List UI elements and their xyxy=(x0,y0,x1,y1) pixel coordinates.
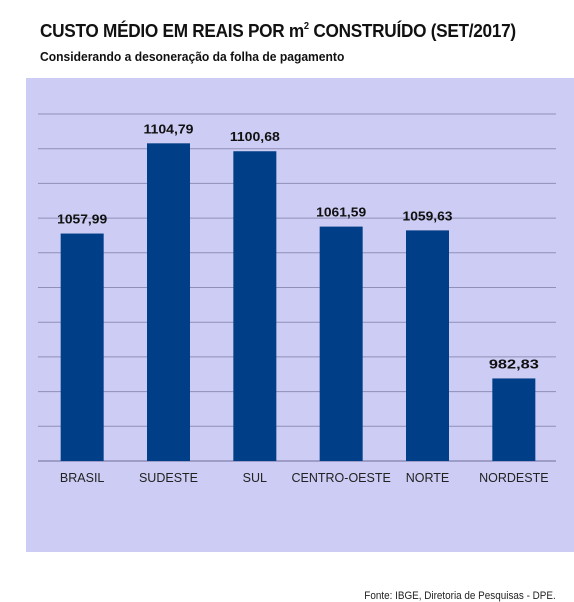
category-labels: BRASIL SUDESTE SUL CENTRO-OESTE NORTE NORDEST… xyxy=(60,471,549,485)
bar-brasil xyxy=(60,233,104,461)
title-superscript: 2 xyxy=(303,21,309,32)
value-label-sudeste: 1104,79 xyxy=(144,121,194,136)
category-label-centro-oeste: CENTRO-OESTE xyxy=(292,471,391,485)
source-note: Fonte: IBGE, Diretoria de Pesquisas - DP… xyxy=(364,590,556,602)
category-label-brasil: BRASIL xyxy=(60,471,105,485)
gridlines xyxy=(38,113,556,462)
bars xyxy=(60,143,536,461)
bar-sul xyxy=(233,151,277,461)
title-suffix: CONSTRUÍDO (SET/2017) xyxy=(308,20,516,41)
category-label-sudeste: SUDESTE xyxy=(139,471,198,485)
bar-sudeste xyxy=(147,143,190,461)
chart-title: CUSTO MÉDIO EM REAIS POR m2 CONSTRUÍDO (… xyxy=(40,20,516,42)
value-label-centro-oeste: 1061,59 xyxy=(316,205,366,220)
value-label-norte: 1059,63 xyxy=(403,208,453,223)
title-main: CUSTO MÉDIO EM REAIS POR m xyxy=(40,20,304,41)
bar-nordeste xyxy=(492,378,536,461)
value-label-nordeste: 982,83 xyxy=(489,356,539,371)
value-label-brasil: 1057,99 xyxy=(57,212,107,227)
category-label-sul: SUL xyxy=(243,471,267,485)
bar-centro-oeste xyxy=(319,226,363,461)
chart-subtitle: Considerando a desoneração da folha de p… xyxy=(40,49,345,64)
category-label-norte: NORTE xyxy=(406,471,450,485)
value-label-sul: 1100,68 xyxy=(230,129,280,144)
chart-panel: 1057,99 1104,79 1100,68 1061,59 1059,63 982,8… xyxy=(26,78,574,602)
bar-chart: 1057,99 1104,79 1100,68 1061,59 1059,63 982,8… xyxy=(38,113,556,485)
value-labels: 1057,99 1104,79 1100,68 1061,59 1059,63 982,8… xyxy=(57,121,539,371)
category-label-nordeste: NORDESTE xyxy=(479,471,548,485)
bar-norte xyxy=(406,230,449,461)
